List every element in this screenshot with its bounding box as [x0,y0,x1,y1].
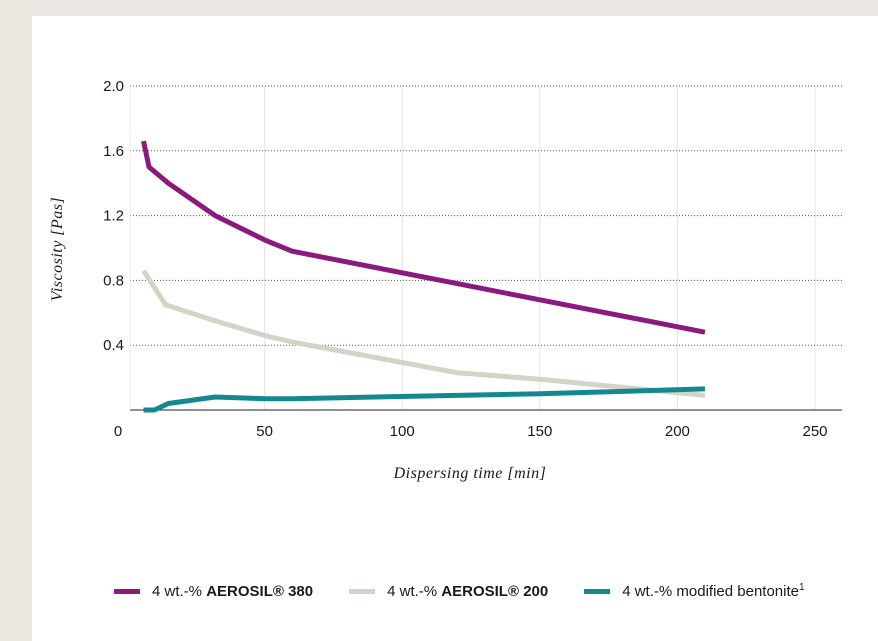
x-tick-label: 50 [256,423,273,440]
legend-label-prefix: 4 wt.-% [387,582,442,600]
viscosity-chart: 2.0 1.6 1.2 0.8 0.4 0 50 100 150 200 250 Dispersin… [49,78,842,482]
y-axis-title: Viscosity [Pas] [49,197,66,302]
chart-panel: 2.0 1.6 1.2 0.8 0.4 0 50 100 150 200 250 Dispersin… [32,16,878,641]
axes [129,86,842,411]
x-axis-title: Dispersing time [min] [393,465,547,482]
series-line-3 [143,386,705,413]
legend-footnote-marker: 1 [798,582,805,593]
legend-label: 4 wt.-% AEROSIL® 200 [387,583,548,600]
x-tick-label: 150 [527,423,552,440]
y-tick-label: 1.2 [103,208,124,225]
legend-swatch [349,588,376,594]
tick-labels: 2.0 1.6 1.2 0.8 0.4 0 50 100 150 200 250 [103,78,827,440]
legend-label: 4 wt.-% AEROSIL® 380 [152,583,313,600]
legend-item-aerosil-380: 4 wt.-% AEROSIL® 380 [114,583,313,600]
legend-swatch [114,588,140,594]
y-tick-label: 2.0 [103,78,124,95]
legend-label-product: AEROSIL® 380 [206,582,314,600]
series-lines [141,140,706,413]
x-tick-label: 0 [114,423,122,440]
series-line-1 [141,140,706,335]
legend-label-prefix: 4 wt.-% modified bentonite [622,583,799,600]
x-tick-label: 250 [802,423,827,440]
legend-label: 4 wt.-% modified bentonite1 [622,582,804,600]
legend-swatch [584,588,611,594]
x-tick-label: 100 [390,423,415,440]
legend-label-product: AEROSIL® 200 [441,582,549,600]
legend-item-aerosil-200: 4 wt.-% AEROSIL® 200 [349,583,548,600]
y-tick-label: 0.8 [103,272,124,289]
legend-label-prefix: 4 wt.-% [152,582,207,600]
legend: 4 wt.-% AEROSIL® 380 4 wt.-% AEROSIL® 20… [114,582,805,600]
series-line-2 [141,269,706,398]
grid [130,85,842,410]
y-tick-label: 1.6 [103,143,124,160]
legend-item-modified-bentonite: 4 wt.-% modified bentonite1 [584,582,805,600]
y-tick-label: 0.4 [103,337,124,354]
x-tick-label: 200 [665,423,690,440]
